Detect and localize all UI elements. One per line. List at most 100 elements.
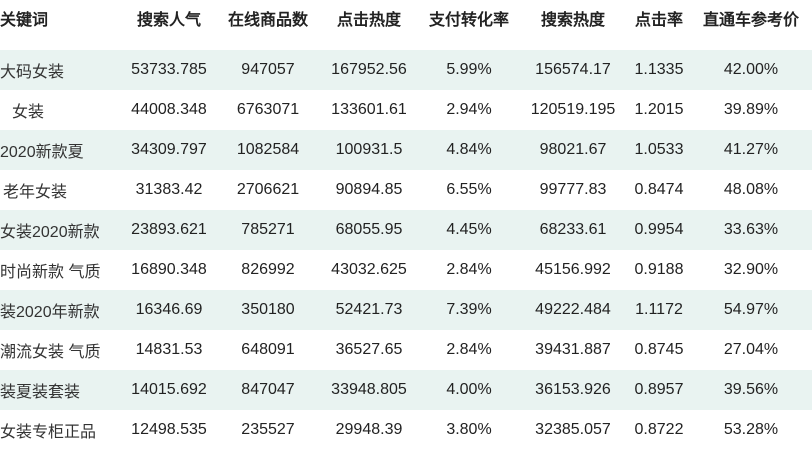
cell-ppc-price: 41.27% <box>690 130 812 170</box>
table-row[interactable]: 女装 44008.348 6763071 133601.61 2.94% 120519.1… <box>0 90 812 130</box>
cell-click-rate: 0.9954 <box>628 210 690 250</box>
cell-online-products: 1082584 <box>218 130 318 170</box>
header-keyword[interactable]: 关键词 <box>0 10 49 29</box>
cell-keyword: 时尚新款 气质 <box>0 264 101 281</box>
cell-search-heat: 45156.992 <box>535 261 611 278</box>
cell-online-products: 847047 <box>218 370 318 410</box>
table-row[interactable]: 女装2020新款 23893.621 785271 68055.95 4.45% 6823… <box>0 210 812 250</box>
cell-click-heat: 68055.95 <box>318 210 420 250</box>
table-row[interactable]: 老年女装 31383.42 2706621 90894.85 6.55% 99777.83… <box>0 170 812 210</box>
cell-online-products: 235527 <box>241 421 295 438</box>
cell-online-products: 350180 <box>218 290 318 330</box>
cell-ppc-price: 53.28% <box>723 421 779 438</box>
cell-online-products: 6763071 <box>236 101 300 118</box>
cell-click-rate: 0.9188 <box>634 261 684 278</box>
cell-ppc-price: 32.90% <box>723 261 779 278</box>
cell-click-rate: 1.0533 <box>628 130 690 170</box>
header-ppc-price[interactable]: 直通车参考价 <box>702 10 799 29</box>
cell-online-products: 648091 <box>241 341 295 358</box>
cell-search-heat: 68233.61 <box>518 210 628 250</box>
cell-online-products: 826992 <box>241 261 295 278</box>
table-row[interactable]: 装夏装套装 14015.692 847047 33948.805 4.00% 36153.… <box>0 370 812 410</box>
cell-search-popularity: 12498.535 <box>131 421 207 438</box>
cell-ppc-price: 39.56% <box>690 370 812 410</box>
cell-ppc-price: 27.04% <box>723 341 779 358</box>
cell-pay-conversion: 2.84% <box>446 341 492 358</box>
cell-keyword: 2020新款夏 <box>0 130 120 170</box>
cell-click-rate: 1.1172 <box>628 290 690 330</box>
cell-click-rate: 1.1335 <box>628 50 690 90</box>
cell-keyword: 大码女装 <box>0 50 120 90</box>
header-pay-conversion[interactable]: 支付转化率 <box>428 10 509 29</box>
cell-click-heat: 33948.805 <box>318 370 420 410</box>
cell-online-products: 2706621 <box>236 181 300 198</box>
cell-search-heat: 156574.17 <box>518 50 628 90</box>
table-row[interactable]: 装2020年新款 16346.69 350180 52421.73 7.39% 49222… <box>0 290 812 330</box>
cell-click-heat: 100931.5 <box>318 130 420 170</box>
cell-click-heat: 43032.625 <box>331 261 407 278</box>
cell-keyword: 女装2020新款 <box>0 210 120 250</box>
cell-pay-conversion: 4.45% <box>420 210 518 250</box>
cell-search-popularity: 14831.53 <box>135 341 203 358</box>
table-row[interactable]: 2020新款夏 34309.797 1082584 100931.5 4.84% 9802… <box>0 130 812 170</box>
table-row[interactable]: 潮流女装 气质 14831.53 648091 36527.65 2.84% 39431.… <box>0 330 812 370</box>
cell-click-heat: 52421.73 <box>318 290 420 330</box>
cell-search-popularity: 34309.797 <box>120 130 218 170</box>
cell-click-rate: 0.8745 <box>634 341 684 358</box>
cell-keyword: 女装 <box>12 104 45 121</box>
cell-search-heat: 39431.887 <box>535 341 611 358</box>
cell-keyword: 老年女装 <box>3 184 68 201</box>
cell-click-heat: 133601.61 <box>331 101 407 118</box>
cell-click-heat: 29948.39 <box>335 421 403 438</box>
cell-pay-conversion: 2.94% <box>446 101 492 118</box>
cell-search-heat: 32385.057 <box>535 421 611 438</box>
cell-online-products: 947057 <box>218 50 318 90</box>
cell-search-popularity: 16346.69 <box>120 290 218 330</box>
cell-search-heat: 36153.926 <box>518 370 628 410</box>
cell-pay-conversion: 2.84% <box>446 261 492 278</box>
cell-search-heat: 99777.83 <box>539 181 607 198</box>
header-click-rate[interactable]: 点击率 <box>634 10 683 29</box>
cell-search-heat: 98021.67 <box>518 130 628 170</box>
cell-click-rate: 0.8474 <box>634 181 684 198</box>
cell-ppc-price: 33.63% <box>690 210 812 250</box>
cell-ppc-price: 39.89% <box>723 101 779 118</box>
cell-click-heat: 90894.85 <box>335 181 403 198</box>
cell-click-rate: 0.8957 <box>628 370 690 410</box>
header-online-products[interactable]: 在线商品数 <box>227 10 308 29</box>
cell-ppc-price: 54.97% <box>690 290 812 330</box>
cell-ppc-price: 42.00% <box>690 50 812 90</box>
cell-keyword: 装2020年新款 <box>0 290 120 330</box>
cell-click-heat: 36527.65 <box>335 341 403 358</box>
cell-pay-conversion: 3.80% <box>446 421 492 438</box>
cell-search-popularity: 53733.785 <box>120 50 218 90</box>
header-search-heat[interactable]: 搜索热度 <box>540 10 605 29</box>
cell-online-products: 785271 <box>218 210 318 250</box>
cell-click-rate: 0.8722 <box>634 421 684 438</box>
header-search-popularity[interactable]: 搜索人气 <box>136 10 201 29</box>
cell-pay-conversion: 4.84% <box>420 130 518 170</box>
table-row[interactable]: 大码女装 53733.785 947057 167952.56 5.99% 156574.… <box>0 50 812 90</box>
cell-pay-conversion: 4.00% <box>420 370 518 410</box>
cell-search-popularity: 23893.621 <box>120 210 218 250</box>
cell-search-popularity: 44008.348 <box>131 101 207 118</box>
cell-pay-conversion: 5.99% <box>420 50 518 90</box>
header-row: 关键词 搜索人气 在线商品数 点击热度 支付转化率 搜索热度 点击率 直通车参考价 <box>0 0 812 50</box>
cell-click-rate: 1.2015 <box>634 101 684 118</box>
cell-search-heat: 49222.484 <box>518 290 628 330</box>
cell-search-popularity: 14015.692 <box>120 370 218 410</box>
table-row[interactable]: 女装专柜正品 12498.535 235527 29948.39 3.80% 32385.… <box>0 410 812 450</box>
cell-keyword: 装夏装套装 <box>0 370 120 410</box>
cell-search-heat: 120519.195 <box>530 101 616 118</box>
header-click-heat[interactable]: 点击热度 <box>336 10 401 29</box>
cell-pay-conversion: 6.55% <box>446 181 492 198</box>
cell-search-popularity: 16890.348 <box>131 261 207 278</box>
cell-pay-conversion: 7.39% <box>420 290 518 330</box>
cell-search-popularity: 31383.42 <box>135 181 203 198</box>
cell-click-heat: 167952.56 <box>318 50 420 90</box>
cell-keyword: 女装专柜正品 <box>0 424 97 441</box>
cell-ppc-price: 48.08% <box>723 181 779 198</box>
table-row[interactable]: 时尚新款 气质 16890.348 826992 43032.625 2.84% 4515… <box>0 250 812 290</box>
cell-keyword: 潮流女装 气质 <box>0 344 101 361</box>
